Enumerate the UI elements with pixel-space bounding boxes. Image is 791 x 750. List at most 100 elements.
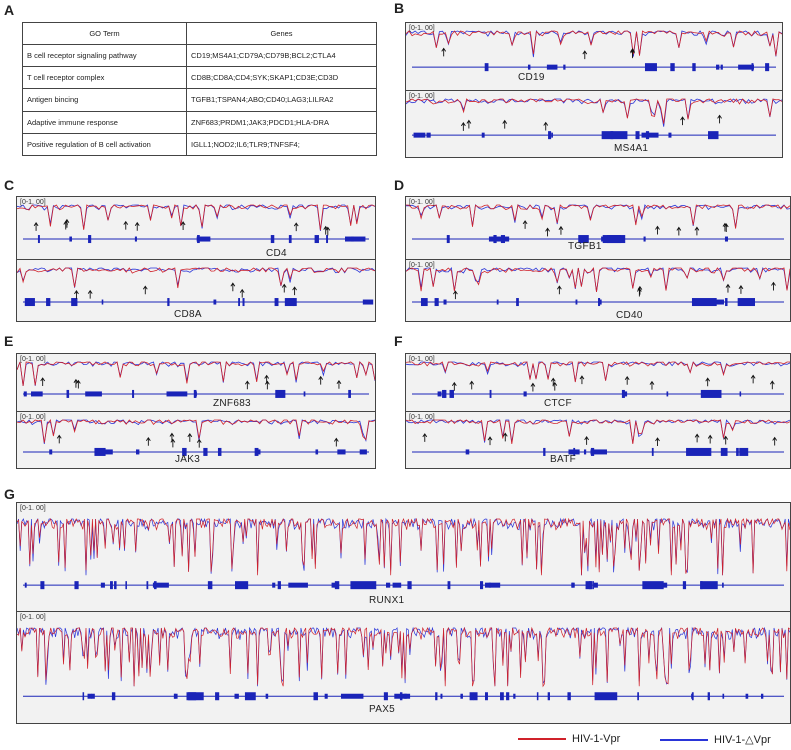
gene-exon xyxy=(167,298,170,307)
arrow-marker xyxy=(680,116,685,126)
arrow-marker xyxy=(318,375,324,385)
panel-label-f: F xyxy=(394,333,403,349)
arrow-marker xyxy=(579,375,585,385)
gene-exon xyxy=(100,582,105,588)
arrow-marker xyxy=(584,436,589,445)
gene-exon xyxy=(288,235,292,244)
signal-line-vpr xyxy=(17,626,790,688)
gene-exon xyxy=(213,299,217,305)
gene-exon xyxy=(710,391,715,397)
arrow-marker xyxy=(552,381,558,391)
gene-exon xyxy=(578,235,589,244)
gene-exon xyxy=(447,581,451,590)
arrow-marker xyxy=(74,290,79,299)
gene-exon xyxy=(551,132,553,138)
gene-exon xyxy=(207,581,210,590)
panel-d-frame: [0-1. 00] TGFB1 [0-1. 00] CD40 xyxy=(405,196,791,322)
arrow-marker xyxy=(264,380,270,390)
gene-exon xyxy=(348,389,351,398)
track-lane-batf: [0-1. 00] BATF xyxy=(406,411,790,468)
track-plot xyxy=(406,29,782,72)
arrow-marker xyxy=(705,377,711,387)
gene-exon xyxy=(242,298,245,307)
arrow-marker xyxy=(333,437,339,447)
arrow-marker xyxy=(723,223,729,232)
arrow-marker xyxy=(772,436,778,446)
arrow-marker xyxy=(230,282,236,292)
table-row: B cell receptor signaling pathway CD19;M… xyxy=(22,43,377,68)
gene-exon xyxy=(383,692,388,701)
arrow-marker xyxy=(40,377,46,387)
gene-exon xyxy=(265,693,269,699)
gene-exon xyxy=(324,693,328,699)
gene-exon xyxy=(736,447,739,456)
gene-exon xyxy=(254,447,259,456)
gene-exon xyxy=(481,132,485,138)
arrow-marker xyxy=(502,432,508,442)
gene-exon xyxy=(506,692,510,701)
gene-exon xyxy=(488,582,491,588)
gene-exon xyxy=(760,693,764,699)
gene-exon xyxy=(99,449,113,455)
gene-label-ms4a1: MS4A1 xyxy=(614,143,649,154)
arrow-marker xyxy=(441,47,447,57)
gene-exon xyxy=(209,581,213,590)
gene-exon xyxy=(594,692,618,701)
arrow-marker xyxy=(545,227,550,237)
gene-exon xyxy=(337,449,346,455)
track-plot xyxy=(17,267,375,307)
gene-exon xyxy=(460,693,463,699)
arrow-marker xyxy=(543,121,549,131)
panel-label-d: D xyxy=(394,177,405,193)
arrow-marker xyxy=(725,283,731,293)
gene-exon xyxy=(720,64,723,70)
gene-exon xyxy=(691,693,694,699)
arrow-marker xyxy=(453,290,458,300)
gene-exon xyxy=(710,299,724,305)
gene-exon xyxy=(235,581,249,590)
arrow-marker xyxy=(522,220,528,229)
gene-exon xyxy=(234,693,239,699)
gene-exon xyxy=(314,235,319,244)
arrow-marker xyxy=(637,287,642,297)
gene-exon xyxy=(331,582,336,588)
panel-label-e: E xyxy=(4,333,14,349)
arrow-marker xyxy=(624,375,630,385)
gene-label-znf683: ZNF683 xyxy=(213,398,251,409)
gene-label-pax5: PAX5 xyxy=(369,704,396,715)
arrow-marker xyxy=(134,221,140,231)
gene-exon xyxy=(666,391,669,397)
gene-exon xyxy=(449,389,454,398)
gene-exon xyxy=(691,298,717,307)
arrow-marker xyxy=(771,281,776,291)
gene-exon xyxy=(136,449,140,455)
gene-exon xyxy=(303,391,306,397)
gene-exon xyxy=(663,582,668,588)
gene-exon xyxy=(69,236,72,242)
arrow-marker xyxy=(87,289,93,299)
track-range-label: [0-1. 00] xyxy=(409,414,435,421)
gene-exon xyxy=(516,298,519,307)
table-row: Adaptive immune response ZNF683;PRDM1;JA… xyxy=(22,110,377,134)
track-plot xyxy=(406,361,790,398)
gene-exon xyxy=(217,447,222,456)
go-term-cell: Positive regulation of B cell activation xyxy=(22,132,187,157)
gene-exon xyxy=(547,692,550,701)
gene-exon xyxy=(536,692,539,701)
gene-exon xyxy=(111,692,116,701)
go-genes-cell: CD8B;CD8A;CD4;SYK;SKAP1;CD3E;CD3D xyxy=(186,66,377,90)
gene-exon xyxy=(722,582,724,588)
track-range-label: [0-1. 00] xyxy=(409,356,435,363)
arrow-marker xyxy=(655,225,660,235)
arrow-marker xyxy=(33,222,39,231)
arrow-marker xyxy=(750,374,756,384)
gene-exon xyxy=(340,693,364,699)
gene-exon xyxy=(583,449,587,455)
gene-exon xyxy=(101,299,104,305)
arrow-marker xyxy=(460,122,466,131)
arrow-marker xyxy=(292,286,297,296)
table-row: Antigen bincing TGFB1;TSPAN4;ABO;CD40;LA… xyxy=(22,88,377,112)
arrow-marker xyxy=(142,285,148,295)
gene-exon xyxy=(334,581,340,590)
gene-exon xyxy=(215,692,220,701)
